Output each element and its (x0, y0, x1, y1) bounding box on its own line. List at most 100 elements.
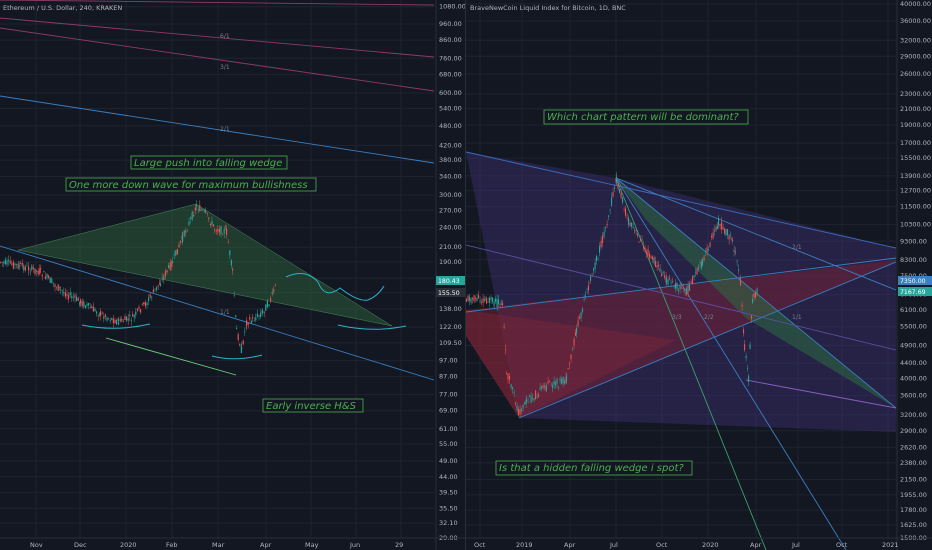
fan-label: 1/1 (220, 309, 230, 316)
candle-body (616, 176, 618, 183)
candle-body (79, 301, 81, 306)
candle-body (617, 182, 619, 189)
candle-body (193, 215, 195, 217)
candle-body (244, 331, 246, 333)
candle-body (575, 332, 577, 336)
eth-chart-svg[interactable]: 6/1 3/1 2/1 1/1 Large push into falling wedg… (0, 0, 466, 550)
btc-chart-svg[interactable]: 3/3 2/2 2/1 1/1 Which chart pattern will be … (466, 0, 932, 550)
y-tick-label: 4400.00 (900, 359, 927, 367)
candle-body (512, 387, 514, 390)
level-price-tag (436, 288, 465, 297)
candle-body (122, 321, 124, 322)
fan-line-2-1 (0, 95, 435, 164)
candle-body (148, 299, 150, 301)
candle-body (490, 297, 492, 300)
y-tick-label: 380.00 (439, 156, 462, 164)
y-tick-label: 300.00 (439, 191, 462, 199)
candle-body (473, 295, 475, 302)
candle-body (173, 254, 175, 256)
candle-body (650, 256, 652, 259)
candle-body (502, 302, 504, 306)
candle-body (66, 293, 68, 296)
x-tick-label: May (305, 541, 319, 549)
x-tick-label: Jul (791, 541, 800, 549)
candle-body (659, 268, 661, 272)
candle-body (472, 298, 474, 300)
candle-body (11, 263, 13, 265)
candle-body (626, 217, 628, 218)
candle-body (157, 285, 159, 286)
candle-body (56, 287, 58, 289)
candle-body (484, 299, 486, 302)
candle-body (641, 239, 643, 241)
candle-body (619, 188, 621, 194)
candle-body (732, 240, 734, 241)
candle-body (718, 217, 720, 226)
x-tick-label: 2020 (120, 541, 137, 549)
candle-body (6, 260, 8, 265)
candle-body (509, 376, 511, 380)
candle-body (199, 205, 201, 212)
candle-body (44, 276, 46, 279)
candle-body (553, 381, 555, 385)
candle-body (194, 207, 196, 211)
candle-body (163, 275, 165, 280)
candle-body (220, 226, 222, 234)
candle-body (739, 278, 741, 280)
candle-body (23, 265, 25, 271)
fan-label: 3/3 (672, 314, 682, 321)
candle-body (735, 251, 737, 253)
candle-body (588, 285, 590, 291)
candle-body (57, 284, 59, 291)
candle-body (247, 322, 249, 325)
candle-body (756, 288, 758, 295)
candle-body (479, 300, 481, 302)
eth-chart-pane[interactable]: 6/1 3/1 2/1 1/1 Large push into falling wedg… (0, 0, 466, 550)
candle-body (77, 298, 79, 301)
candle-body (493, 301, 495, 307)
candle-body (622, 197, 624, 203)
candle-body (656, 265, 658, 268)
candle-body (478, 295, 480, 299)
candle-body (550, 383, 552, 385)
y-tick-label: 122.00 (439, 323, 462, 331)
candle-body (516, 405, 518, 411)
candle-body (21, 262, 23, 266)
fan-line-6-1 (0, 17, 435, 58)
candle-body (12, 261, 14, 269)
candle-body (701, 261, 703, 268)
x-tick-label: 2019 (516, 541, 533, 549)
btc-chart-pane[interactable]: 3/3 2/2 2/1 1/1 Which chart pattern will be … (466, 0, 932, 550)
candle-body (266, 300, 268, 308)
candle-body (208, 217, 210, 220)
candle-body (190, 217, 192, 219)
candle-body (108, 318, 110, 319)
candle-body (237, 334, 239, 340)
candle-body (39, 268, 41, 275)
candle-body (634, 229, 636, 231)
y-tick-label: 55.00 (439, 440, 458, 448)
candle-body (218, 228, 220, 233)
candle-body (200, 209, 202, 211)
x-tick-label: Mar (212, 541, 225, 549)
candle-body (249, 317, 251, 320)
candle-body (121, 319, 123, 322)
last-price-text: 7167.69 (900, 289, 926, 296)
candle-body (745, 355, 747, 359)
annotation-box (495, 460, 693, 476)
candle-body (652, 256, 654, 260)
candle-body (712, 232, 714, 239)
y-tick-label: 960.00 (439, 20, 462, 28)
candle-body (670, 282, 672, 284)
candle-body (544, 385, 546, 388)
candle-body (191, 212, 193, 220)
candle-body (34, 268, 36, 274)
candle-body (112, 318, 114, 324)
x-tick-label: Dec (74, 541, 87, 549)
candle-body (126, 316, 128, 321)
candle-body (152, 289, 154, 293)
y-tick-label: 860.00 (439, 36, 462, 44)
candle-body (572, 348, 574, 350)
candle-body (637, 234, 639, 236)
fan-line-3-1 (0, 27, 435, 92)
